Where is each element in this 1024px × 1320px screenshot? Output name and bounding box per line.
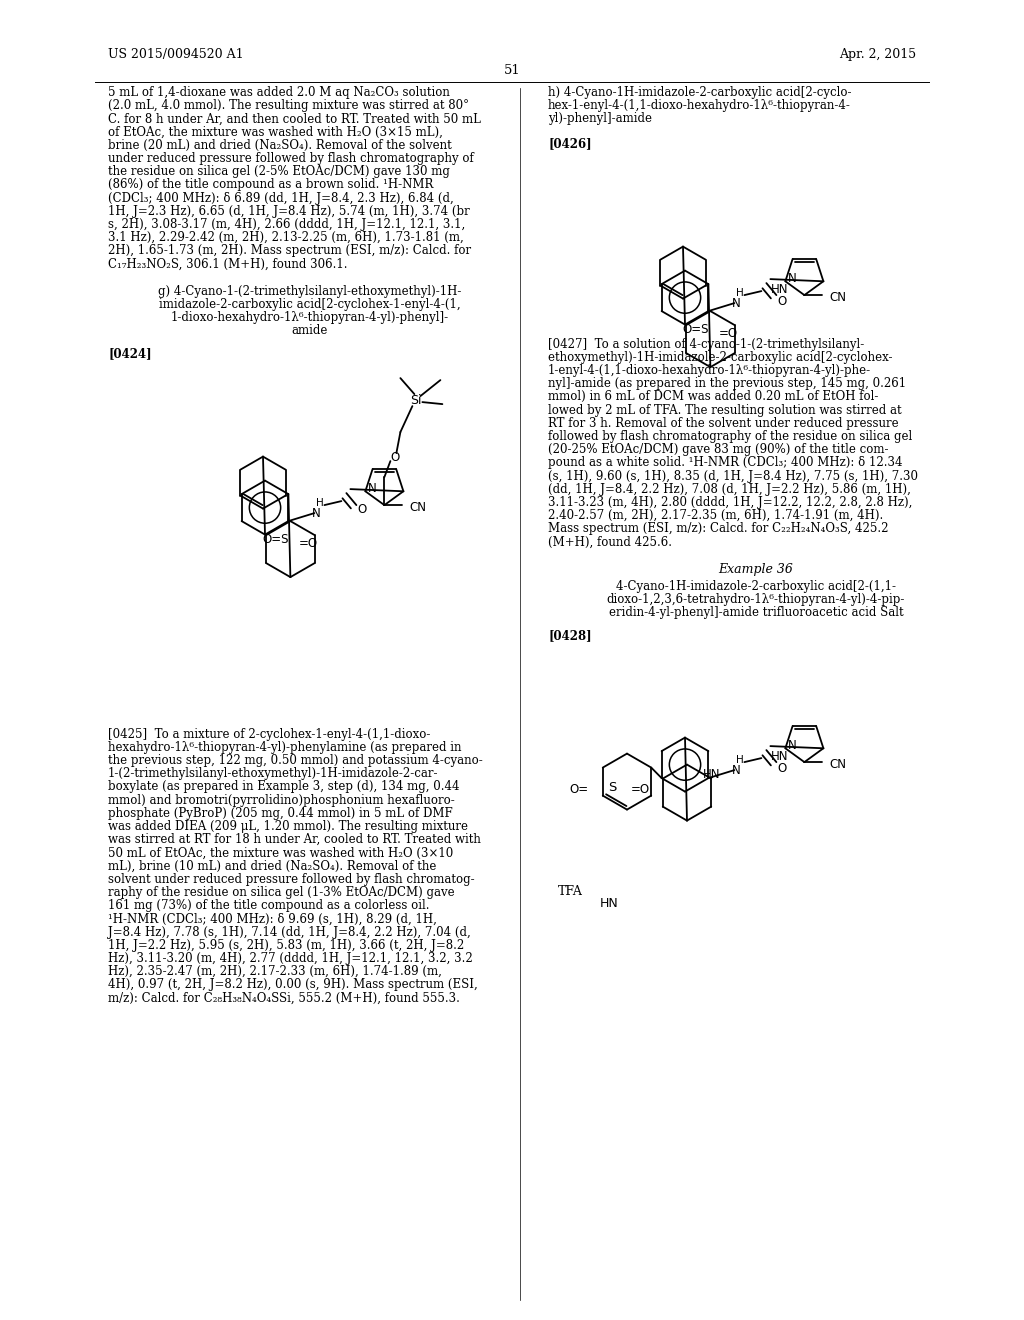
- Text: under reduced pressure followed by flash chromatography of: under reduced pressure followed by flash…: [108, 152, 474, 165]
- Text: (CDCl₃; 400 MHz): δ 6.89 (dd, 1H, J=8.4, 2.3 Hz), 6.84 (d,: (CDCl₃; 400 MHz): δ 6.89 (dd, 1H, J=8.4,…: [108, 191, 454, 205]
- Text: HN: HN: [771, 750, 788, 763]
- Text: =O: =O: [298, 537, 317, 549]
- Text: Si: Si: [410, 393, 421, 407]
- Text: the previous step, 122 mg, 0.50 mmol) and potassium 4-cyano-: the previous step, 122 mg, 0.50 mmol) an…: [108, 754, 482, 767]
- Text: of EtOAc, the mixture was washed with H₂O (3×15 mL),: of EtOAc, the mixture was washed with H₂…: [108, 125, 442, 139]
- Text: O=: O=: [570, 783, 589, 796]
- Text: dioxo-1,2,3,6-tetrahydro-1λ⁶-thiopyran-4-yl)-4-pip-: dioxo-1,2,3,6-tetrahydro-1λ⁶-thiopyran-4…: [607, 593, 905, 606]
- Text: Mass spectrum (ESI, m/z): Calcd. for C₂₂H₂₄N₄O₃S, 425.2: Mass spectrum (ESI, m/z): Calcd. for C₂₂…: [548, 523, 889, 536]
- Text: 51: 51: [504, 63, 520, 77]
- Text: Hz), 3.11-3.20 (m, 4H), 2.77 (dddd, 1H, J=12.1, 12.1, 3.2, 3.2: Hz), 3.11-3.20 (m, 4H), 2.77 (dddd, 1H, …: [108, 952, 473, 965]
- Text: N: N: [788, 739, 797, 752]
- Text: m/z): Calcd. for C₂₈H₃₈N₄O₄SSi, 555.2 (M+H), found 555.3.: m/z): Calcd. for C₂₈H₃₈N₄O₄SSi, 555.2 (M…: [108, 991, 460, 1005]
- Text: eridin-4-yl-phenyl]-amide trifluoroacetic acid Salt: eridin-4-yl-phenyl]-amide trifluoroaceti…: [608, 606, 903, 619]
- Text: TFA: TFA: [558, 884, 583, 898]
- Text: 1H, J=2.3 Hz), 6.65 (d, 1H, J=8.4 Hz), 5.74 (m, 1H), 3.74 (br: 1H, J=2.3 Hz), 6.65 (d, 1H, J=8.4 Hz), 5…: [108, 205, 470, 218]
- Text: [0425]  To a mixture of 2-cyclohex-1-enyl-4-(1,1-dioxo-: [0425] To a mixture of 2-cyclohex-1-enyl…: [108, 727, 430, 741]
- Text: Hz), 2.35-2.47 (m, 2H), 2.17-2.33 (m, 6H), 1.74-1.89 (m,: Hz), 2.35-2.47 (m, 2H), 2.17-2.33 (m, 6H…: [108, 965, 442, 978]
- Text: pound as a white solid. ¹H-NMR (CDCl₃; 400 MHz): δ 12.34: pound as a white solid. ¹H-NMR (CDCl₃; 4…: [548, 457, 902, 470]
- Text: CN: CN: [410, 500, 426, 513]
- Text: the residue on silica gel (2-5% EtOAc/DCM) gave 130 mg: the residue on silica gel (2-5% EtOAc/DC…: [108, 165, 450, 178]
- Text: hexahydro-1λ⁶-thiopyran-4-yl)-phenylamine (as prepared in: hexahydro-1λ⁶-thiopyran-4-yl)-phenylamin…: [108, 741, 462, 754]
- Text: CN: CN: [829, 758, 847, 771]
- Text: O=S: O=S: [262, 532, 289, 545]
- Text: 1-(2-trimethylsilanyl-ethoxymethyl)-1H-imidazole-2-car-: 1-(2-trimethylsilanyl-ethoxymethyl)-1H-i…: [108, 767, 438, 780]
- Text: 1-dioxo-hexahydro-1λ⁶-thiopyran-4-yl)-phenyl]-: 1-dioxo-hexahydro-1λ⁶-thiopyran-4-yl)-ph…: [171, 312, 450, 325]
- Text: was stirred at RT for 18 h under Ar, cooled to RT. Treated with: was stirred at RT for 18 h under Ar, coo…: [108, 833, 481, 846]
- Text: 5 mL of 1,4-dioxane was added 2.0 M aq Na₂CO₃ solution: 5 mL of 1,4-dioxane was added 2.0 M aq N…: [108, 86, 450, 99]
- Text: (s, 1H), 9.60 (s, 1H), 8.35 (d, 1H, J=8.4 Hz), 7.75 (s, 1H), 7.30: (s, 1H), 9.60 (s, 1H), 8.35 (d, 1H, J=8.…: [548, 470, 918, 483]
- Text: lowed by 2 mL of TFA. The resulting solution was stirred at: lowed by 2 mL of TFA. The resulting solu…: [548, 404, 901, 417]
- Text: [0427]  To a solution of 4-cyano-1-(2-trimethylsilanyl-: [0427] To a solution of 4-cyano-1-(2-tri…: [548, 338, 864, 351]
- Text: HN: HN: [600, 896, 618, 909]
- Text: 2.40-2.57 (m, 2H), 2.17-2.35 (m, 6H), 1.74-1.91 (m, 4H).: 2.40-2.57 (m, 2H), 2.17-2.35 (m, 6H), 1.…: [548, 510, 884, 523]
- Text: 1H, J=2.2 Hz), 5.95 (s, 2H), 5.83 (m, 1H), 3.66 (t, 2H, J=8.2: 1H, J=2.2 Hz), 5.95 (s, 2H), 5.83 (m, 1H…: [108, 939, 464, 952]
- Text: 161 mg (73%) of the title compound as a colorless oil.: 161 mg (73%) of the title compound as a …: [108, 899, 429, 912]
- Text: (86%) of the title compound as a brown solid. ¹H-NMR: (86%) of the title compound as a brown s…: [108, 178, 433, 191]
- Text: was added DIEA (209 μL, 1.20 mmol). The resulting mixture: was added DIEA (209 μL, 1.20 mmol). The …: [108, 820, 468, 833]
- Text: N: N: [732, 297, 740, 310]
- Text: [0428]: [0428]: [548, 630, 592, 643]
- Text: N: N: [368, 482, 377, 495]
- Text: 4-Cyano-1H-imidazole-2-carboxylic acid[2-(1,1-: 4-Cyano-1H-imidazole-2-carboxylic acid[2…: [616, 579, 896, 593]
- Text: CN: CN: [829, 290, 847, 304]
- Text: Apr. 2, 2015: Apr. 2, 2015: [839, 48, 916, 61]
- Text: RT for 3 h. Removal of the solvent under reduced pressure: RT for 3 h. Removal of the solvent under…: [548, 417, 899, 430]
- Text: h) 4-Cyano-1H-imidazole-2-carboxylic acid[2-cyclo-: h) 4-Cyano-1H-imidazole-2-carboxylic aci…: [548, 86, 852, 99]
- Text: (2.0 mL, 4.0 mmol). The resulting mixture was stirred at 80°: (2.0 mL, 4.0 mmol). The resulting mixtur…: [108, 99, 469, 112]
- Text: HN: HN: [771, 282, 788, 296]
- Text: N: N: [312, 507, 321, 520]
- Text: raphy of the residue on silica gel (1-3% EtOAc/DCM) gave: raphy of the residue on silica gel (1-3%…: [108, 886, 455, 899]
- Text: g) 4-Cyano-1-(2-trimethylsilanyl-ethoxymethyl)-1H-: g) 4-Cyano-1-(2-trimethylsilanyl-ethoxym…: [159, 285, 462, 298]
- Text: N: N: [732, 763, 740, 776]
- Text: brine (20 mL) and dried (Na₂SO₄). Removal of the solvent: brine (20 mL) and dried (Na₂SO₄). Remova…: [108, 139, 452, 152]
- Text: O: O: [778, 762, 787, 775]
- Text: phosphate (PyBroP) (205 mg, 0.44 mmol) in 5 mL of DMF: phosphate (PyBroP) (205 mg, 0.44 mmol) i…: [108, 807, 453, 820]
- Text: S: S: [608, 781, 616, 795]
- Text: 2H), 1.65-1.73 (m, 2H). Mass spectrum (ESI, m/z): Calcd. for: 2H), 1.65-1.73 (m, 2H). Mass spectrum (E…: [108, 244, 471, 257]
- Text: H: H: [735, 755, 743, 766]
- Text: C. for 8 h under Ar, and then cooled to RT. Treated with 50 mL: C. for 8 h under Ar, and then cooled to …: [108, 112, 481, 125]
- Text: solvent under reduced pressure followed by flash chromatog-: solvent under reduced pressure followed …: [108, 873, 475, 886]
- Text: mL), brine (10 mL) and dried (Na₂SO₄). Removal of the: mL), brine (10 mL) and dried (Na₂SO₄). R…: [108, 859, 436, 873]
- Text: boxylate (as prepared in Example 3, step (d), 134 mg, 0.44: boxylate (as prepared in Example 3, step…: [108, 780, 460, 793]
- Text: H: H: [315, 498, 324, 508]
- Text: O: O: [391, 450, 400, 463]
- Text: followed by flash chromatography of the residue on silica gel: followed by flash chromatography of the …: [548, 430, 912, 444]
- Text: nyl]-amide (as prepared in the previous step, 145 mg, 0.261: nyl]-amide (as prepared in the previous …: [548, 378, 906, 391]
- Text: Example 36: Example 36: [719, 562, 794, 576]
- Text: O: O: [357, 503, 367, 516]
- Text: hex-1-enyl-4-(1,1-dioxo-hexahydro-1λ⁶-thiopyran-4-: hex-1-enyl-4-(1,1-dioxo-hexahydro-1λ⁶-th…: [548, 99, 851, 112]
- Text: C₁₇H₂₃NO₂S, 306.1 (M+H), found 306.1.: C₁₇H₂₃NO₂S, 306.1 (M+H), found 306.1.: [108, 257, 347, 271]
- Text: mmol) in 6 mL of DCM was added 0.20 mL of EtOH fol-: mmol) in 6 mL of DCM was added 0.20 mL o…: [548, 391, 879, 404]
- Text: J=8.4 Hz), 7.78 (s, 1H), 7.14 (dd, 1H, J=8.4, 2.2 Hz), 7.04 (d,: J=8.4 Hz), 7.78 (s, 1H), 7.14 (dd, 1H, J…: [108, 925, 471, 939]
- Text: ethoxymethyl)-1H-imidazole-2-carboxylic acid[2-cyclohex-: ethoxymethyl)-1H-imidazole-2-carboxylic …: [548, 351, 893, 364]
- Text: =O: =O: [631, 783, 650, 796]
- Text: 4H), 0.97 (t, 2H, J=8.2 Hz), 0.00 (s, 9H). Mass spectrum (ESI,: 4H), 0.97 (t, 2H, J=8.2 Hz), 0.00 (s, 9H…: [108, 978, 478, 991]
- Text: [0424]: [0424]: [108, 347, 152, 360]
- Text: s, 2H), 3.08-3.17 (m, 4H), 2.66 (dddd, 1H, J=12.1, 12.1, 3.1,: s, 2H), 3.08-3.17 (m, 4H), 2.66 (dddd, 1…: [108, 218, 465, 231]
- Text: 3.1 Hz), 2.29-2.42 (m, 2H), 2.13-2.25 (m, 6H), 1.73-1.81 (m,: 3.1 Hz), 2.29-2.42 (m, 2H), 2.13-2.25 (m…: [108, 231, 464, 244]
- Text: N: N: [788, 272, 797, 285]
- Text: 1-enyl-4-(1,1-dioxo-hexahydro-1λ⁶-thiopyran-4-yl)-phe-: 1-enyl-4-(1,1-dioxo-hexahydro-1λ⁶-thiopy…: [548, 364, 871, 378]
- Text: US 2015/0094520 A1: US 2015/0094520 A1: [108, 48, 244, 61]
- Text: 50 mL of EtOAc, the mixture was washed with H₂O (3×10: 50 mL of EtOAc, the mixture was washed w…: [108, 846, 454, 859]
- Text: (20-25% EtOAc/DCM) gave 83 mg (90%) of the title com-: (20-25% EtOAc/DCM) gave 83 mg (90%) of t…: [548, 444, 889, 457]
- Text: [0426]: [0426]: [548, 137, 592, 150]
- Text: mmol) and bromotri(pyrrolidino)phosphonium hexafluoro-: mmol) and bromotri(pyrrolidino)phosphoni…: [108, 793, 455, 807]
- Text: amide: amide: [292, 325, 328, 338]
- Text: imidazole-2-carboxylic acid[2-cyclohex-1-enyl-4-(1,: imidazole-2-carboxylic acid[2-cyclohex-1…: [159, 298, 461, 312]
- Text: H: H: [735, 288, 743, 298]
- Text: (dd, 1H, J=8.4, 2.2 Hz), 7.08 (d, 1H, J=2.2 Hz), 5.86 (m, 1H),: (dd, 1H, J=8.4, 2.2 Hz), 7.08 (d, 1H, J=…: [548, 483, 911, 496]
- Text: (M+H), found 425.6.: (M+H), found 425.6.: [548, 536, 672, 549]
- Text: O: O: [778, 294, 787, 308]
- Text: HN: HN: [703, 768, 721, 781]
- Text: ¹H-NMR (CDCl₃; 400 MHz): δ 9.69 (s, 1H), 8.29 (d, 1H,: ¹H-NMR (CDCl₃; 400 MHz): δ 9.69 (s, 1H),…: [108, 912, 437, 925]
- Text: =O: =O: [719, 326, 737, 339]
- Text: 3.11-3.23 (m, 4H), 2.80 (dddd, 1H, J=12.2, 12.2, 2.8, 2.8 Hz),: 3.11-3.23 (m, 4H), 2.80 (dddd, 1H, J=12.…: [548, 496, 912, 510]
- Text: O=S: O=S: [682, 322, 709, 335]
- Text: yl)-phenyl]-amide: yl)-phenyl]-amide: [548, 112, 652, 125]
